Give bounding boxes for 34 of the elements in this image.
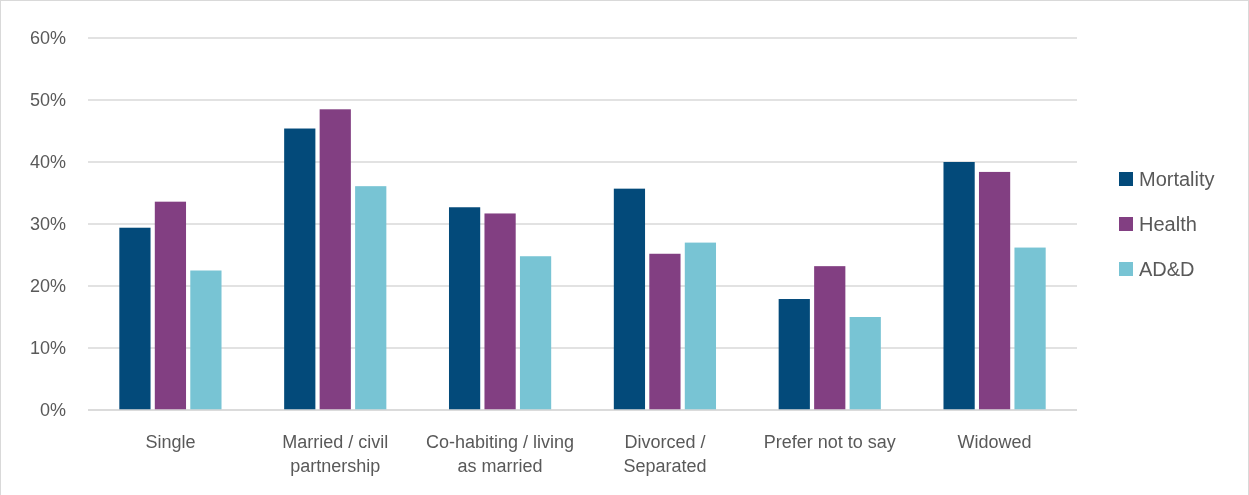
bar — [519, 256, 552, 410]
y-tick-label: 10% — [29, 338, 66, 359]
y-tick-label: 20% — [29, 276, 66, 297]
y-tick-label: 60% — [29, 28, 66, 49]
bar — [849, 317, 881, 410]
x-tick-label: Widowed — [957, 432, 1032, 452]
bar — [943, 162, 975, 410]
bar — [284, 128, 316, 410]
x-tick-label: Single — [145, 432, 196, 452]
legend-label: AD&D — [1139, 258, 1195, 280]
bar — [484, 213, 516, 410]
bar — [814, 266, 846, 410]
bar — [778, 299, 810, 410]
y-tick-label: 30% — [29, 214, 66, 235]
x-tick-label: Prefer not to say — [763, 432, 896, 452]
bar — [1014, 247, 1046, 410]
bar — [684, 242, 717, 410]
legend-label: Health — [1139, 213, 1197, 235]
x-tick-label: Divorced / Separated — [623, 432, 707, 476]
x-tick-label: Co-habiting / living as married — [426, 432, 575, 476]
y-tick-label: 50% — [29, 90, 66, 111]
x-tick-label: Married / civil partnership — [282, 432, 389, 476]
bar — [190, 270, 222, 410]
bar — [978, 171, 1011, 410]
bar — [649, 253, 681, 410]
y-tick-label: 40% — [29, 152, 66, 173]
bar — [319, 109, 351, 410]
bar — [355, 186, 387, 410]
bar — [119, 227, 151, 410]
y-tick-label: 0% — [39, 400, 66, 421]
legend-label: Mortality — [1139, 168, 1215, 190]
bar — [448, 207, 481, 410]
bar — [154, 201, 187, 410]
bar — [613, 188, 646, 410]
